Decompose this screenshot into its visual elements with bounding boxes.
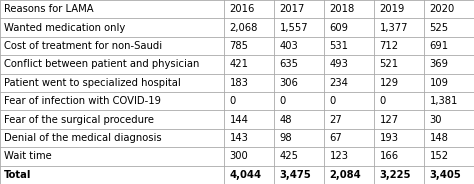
Text: 369: 369 bbox=[429, 59, 448, 69]
Text: 234: 234 bbox=[329, 78, 348, 88]
Text: 2020: 2020 bbox=[429, 4, 455, 14]
Text: 129: 129 bbox=[380, 78, 399, 88]
Text: 123: 123 bbox=[329, 151, 348, 161]
Text: 306: 306 bbox=[280, 78, 298, 88]
Text: 493: 493 bbox=[329, 59, 348, 69]
Bar bbox=[0, 55, 474, 74]
Text: 2,068: 2,068 bbox=[229, 23, 258, 33]
Text: 635: 635 bbox=[280, 59, 299, 69]
Bar bbox=[0, 129, 474, 147]
Text: 144: 144 bbox=[229, 115, 248, 125]
Text: 1,381: 1,381 bbox=[429, 96, 458, 106]
Text: 2019: 2019 bbox=[380, 4, 405, 14]
Text: 27: 27 bbox=[329, 115, 342, 125]
Text: 30: 30 bbox=[429, 115, 442, 125]
Text: 2018: 2018 bbox=[329, 4, 355, 14]
Text: Wait time: Wait time bbox=[4, 151, 52, 161]
Text: 1,377: 1,377 bbox=[380, 23, 408, 33]
Text: 521: 521 bbox=[380, 59, 399, 69]
Text: 403: 403 bbox=[280, 41, 298, 51]
Text: 127: 127 bbox=[380, 115, 399, 125]
Bar bbox=[0, 74, 474, 92]
Text: 48: 48 bbox=[280, 115, 292, 125]
Text: 0: 0 bbox=[229, 96, 236, 106]
Text: 425: 425 bbox=[280, 151, 299, 161]
Bar bbox=[0, 37, 474, 55]
Text: 2017: 2017 bbox=[280, 4, 305, 14]
Text: Denial of the medical diagnosis: Denial of the medical diagnosis bbox=[4, 133, 162, 143]
Text: 1,557: 1,557 bbox=[280, 23, 308, 33]
Bar bbox=[0, 92, 474, 110]
Bar bbox=[0, 110, 474, 129]
Bar bbox=[0, 166, 474, 184]
Text: 609: 609 bbox=[329, 23, 348, 33]
Text: Wanted medication only: Wanted medication only bbox=[4, 23, 125, 33]
Bar bbox=[0, 0, 474, 18]
Text: 300: 300 bbox=[229, 151, 248, 161]
Text: 2,084: 2,084 bbox=[329, 170, 361, 180]
Text: 691: 691 bbox=[429, 41, 449, 51]
Text: 3,475: 3,475 bbox=[280, 170, 311, 180]
Text: 3,225: 3,225 bbox=[380, 170, 411, 180]
Text: 67: 67 bbox=[329, 133, 342, 143]
Text: 166: 166 bbox=[380, 151, 399, 161]
Text: 525: 525 bbox=[429, 23, 449, 33]
Bar bbox=[0, 18, 474, 37]
Text: 109: 109 bbox=[429, 78, 448, 88]
Text: 421: 421 bbox=[229, 59, 248, 69]
Text: 2016: 2016 bbox=[229, 4, 255, 14]
Text: 712: 712 bbox=[380, 41, 399, 51]
Text: Patient went to specialized hospital: Patient went to specialized hospital bbox=[4, 78, 181, 88]
Bar bbox=[0, 147, 474, 166]
Text: 3,405: 3,405 bbox=[429, 170, 461, 180]
Text: Conflict between patient and physician: Conflict between patient and physician bbox=[4, 59, 199, 69]
Text: 4,044: 4,044 bbox=[229, 170, 262, 180]
Text: 148: 148 bbox=[429, 133, 448, 143]
Text: Total: Total bbox=[4, 170, 31, 180]
Text: 193: 193 bbox=[380, 133, 399, 143]
Text: Fear of infection with COVID-19: Fear of infection with COVID-19 bbox=[4, 96, 161, 106]
Text: 183: 183 bbox=[229, 78, 248, 88]
Text: 98: 98 bbox=[280, 133, 292, 143]
Text: Fear of the surgical procedure: Fear of the surgical procedure bbox=[4, 115, 154, 125]
Text: 0: 0 bbox=[329, 96, 336, 106]
Text: Cost of treatment for non-Saudi: Cost of treatment for non-Saudi bbox=[4, 41, 162, 51]
Text: 143: 143 bbox=[229, 133, 248, 143]
Text: 531: 531 bbox=[329, 41, 348, 51]
Text: Reasons for LAMA: Reasons for LAMA bbox=[4, 4, 93, 14]
Text: 0: 0 bbox=[280, 96, 286, 106]
Text: 152: 152 bbox=[429, 151, 449, 161]
Text: 785: 785 bbox=[229, 41, 248, 51]
Text: 0: 0 bbox=[380, 96, 386, 106]
